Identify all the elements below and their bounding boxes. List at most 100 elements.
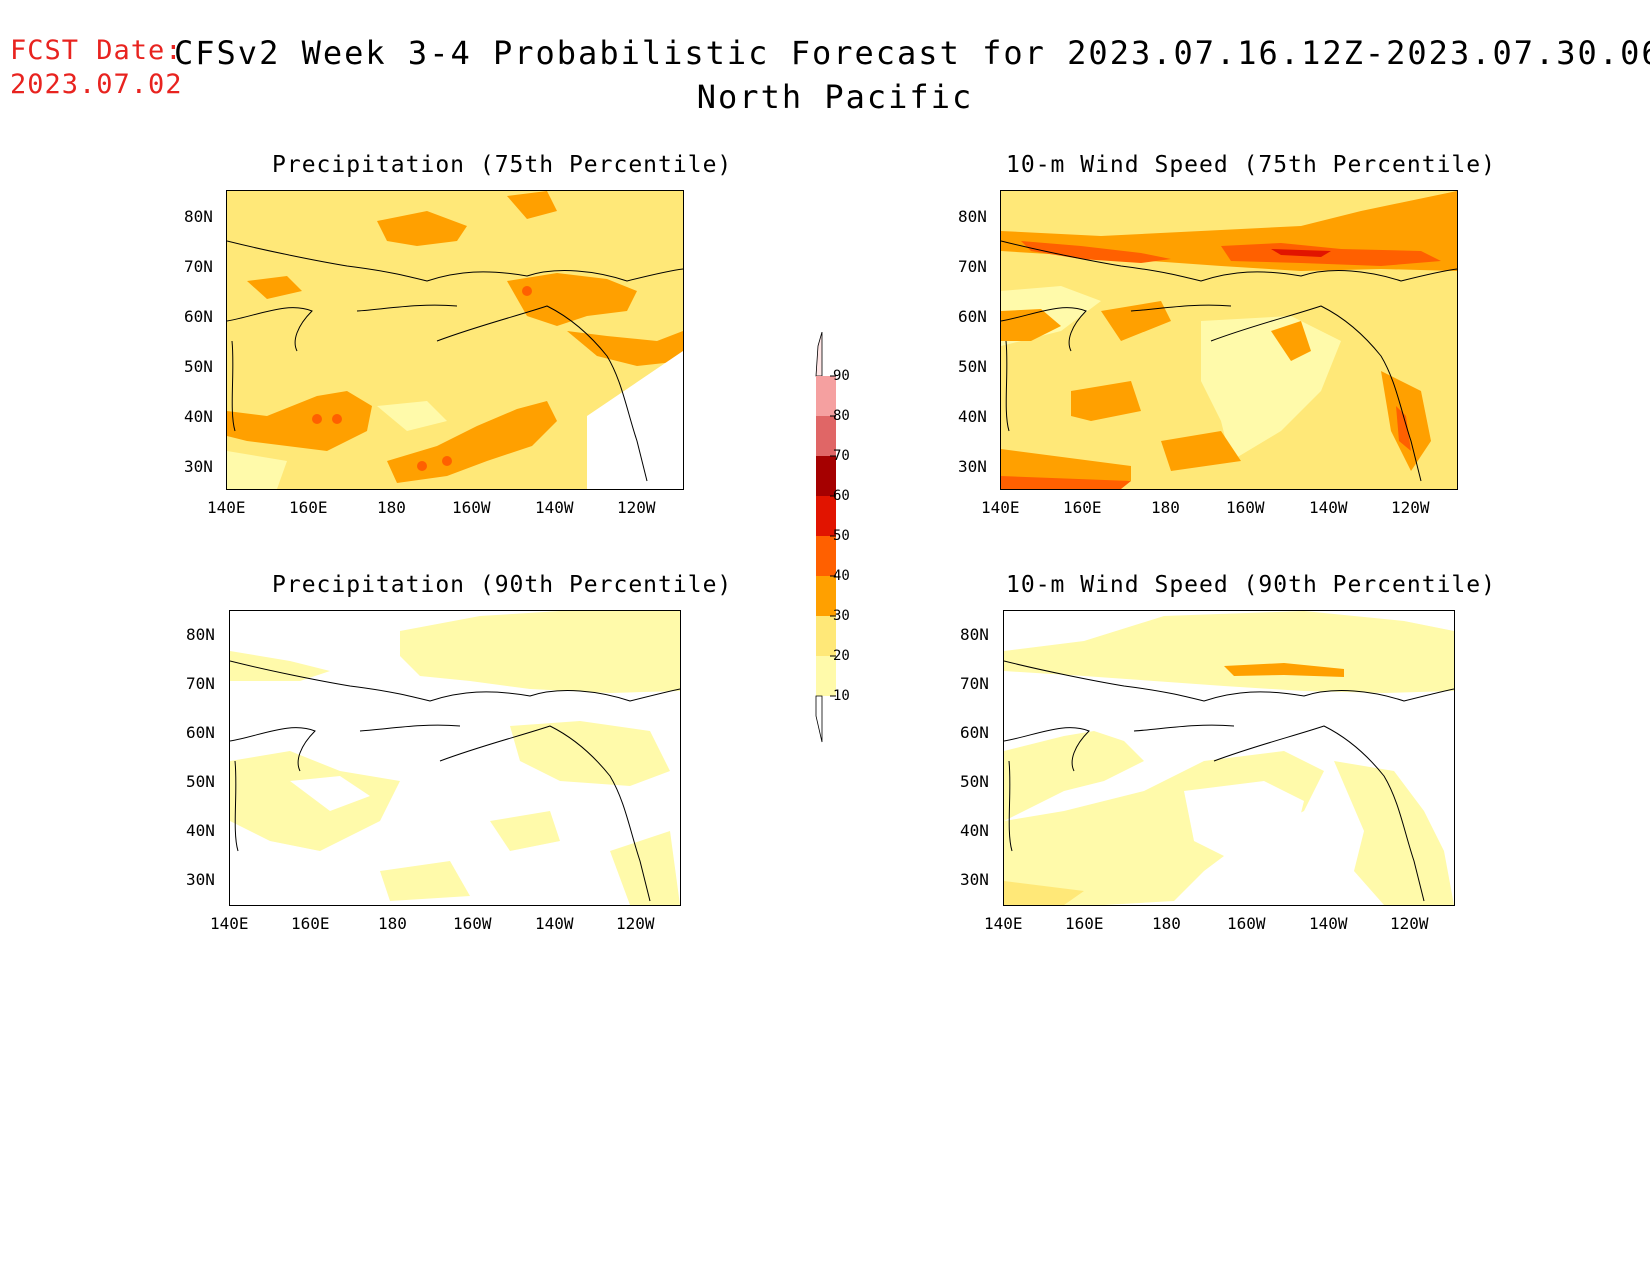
field-patch: [1101, 301, 1171, 341]
lon-label: 140W: [535, 498, 574, 517]
colorbar-label: 70: [833, 448, 850, 464]
colorbar-label: 20: [833, 648, 850, 664]
coastline: [1008, 760, 1013, 852]
lon-label: 120W: [1390, 914, 1429, 933]
lat-label: 80N: [958, 207, 987, 226]
lat-label: 70N: [958, 257, 987, 276]
panel-precip-75-title: Precipitation (75th Percentile): [272, 152, 733, 178]
fcst-date-label: FCST Date:: [10, 35, 183, 66]
colorbar-label: 90: [833, 368, 850, 384]
panel-precip-90-map: [229, 610, 681, 906]
lat-label: 80N: [186, 625, 215, 644]
lon-label: 140E: [981, 498, 1020, 517]
lat-label: 70N: [960, 674, 989, 693]
coastline: [234, 760, 239, 852]
field-patch: [522, 286, 532, 296]
lon-label: 160E: [1063, 498, 1102, 517]
panel-wind-75-title: 10-m Wind Speed (75th Percentile): [1006, 152, 1496, 178]
panel-wind-75-map: [1000, 190, 1458, 490]
lon-label: 160W: [453, 914, 492, 933]
lat-label: 60N: [184, 307, 213, 326]
field-patch: [247, 276, 302, 299]
field-patch: [332, 414, 342, 424]
lon-label: 120W: [617, 498, 656, 517]
lat-label: 30N: [186, 870, 215, 889]
precip-75-field: [227, 191, 683, 489]
field-patch: [610, 831, 680, 905]
coastline: [1004, 724, 1425, 902]
colorbar-swatch-10: [816, 656, 836, 696]
panel-precip-90-title: Precipitation (90th Percentile): [272, 572, 733, 598]
field-patch: [1334, 761, 1454, 905]
lon-label: 120W: [616, 914, 655, 933]
field-patch: [230, 751, 400, 851]
field-patch: [507, 191, 557, 219]
page-title: CFSv2 Week 3-4 Probabilistic Forecast fo…: [174, 34, 1650, 72]
coastline: [231, 340, 236, 432]
lon-label: 180: [378, 914, 407, 933]
colorbar-label: 80: [833, 408, 850, 424]
colorbar-swatch-80: [816, 376, 836, 416]
lat-label: 80N: [960, 625, 989, 644]
lat-label: 60N: [960, 723, 989, 742]
lat-label: 70N: [186, 674, 215, 693]
field-patch: [377, 211, 467, 246]
coastline: [227, 304, 648, 482]
panel-wind-90-map: [1003, 610, 1455, 906]
field-patch: [1004, 731, 1144, 821]
field-patch: [1021, 241, 1171, 263]
lon-label: 140E: [207, 498, 246, 517]
field-patch: [380, 861, 470, 901]
field-patch: [510, 721, 670, 786]
colorbar-swatch-70: [816, 416, 836, 456]
coastline: [230, 660, 680, 702]
lat-label: 80N: [184, 207, 213, 226]
lon-label: 180: [1152, 914, 1181, 933]
lat-label: 70N: [184, 257, 213, 276]
lon-label: 140W: [535, 914, 574, 933]
field-patch: [1271, 321, 1311, 361]
coastline: [1004, 660, 1454, 702]
colorbar-label: 40: [833, 568, 850, 584]
field-patch: [1161, 431, 1241, 471]
precip-90-field: [230, 611, 680, 905]
lon-label: 160E: [291, 914, 330, 933]
lat-label: 50N: [960, 772, 989, 791]
field-patch: [1004, 881, 1084, 905]
colorbar-swatch-50: [816, 496, 836, 536]
lat-label: 40N: [958, 407, 987, 426]
field-patch: [1001, 449, 1131, 481]
colorbar-bottom-cap: [815, 695, 823, 743]
field-patch: [312, 414, 322, 424]
field-patch: [1071, 381, 1141, 421]
field-patch: [1184, 781, 1304, 861]
lat-label: 40N: [960, 821, 989, 840]
colorbar-swatch-40: [816, 536, 836, 576]
field-patch: [442, 456, 452, 466]
lon-label: 160E: [289, 498, 328, 517]
colorbar-swatch-60: [816, 456, 836, 496]
lat-label: 50N: [958, 357, 987, 376]
lon-label: 160W: [1227, 914, 1266, 933]
colorbar-label: 10: [833, 688, 850, 704]
field-patch: [290, 776, 370, 811]
field-patch: [227, 391, 372, 451]
field-patch: [567, 331, 683, 366]
wind-75-field: [1001, 191, 1457, 489]
lon-label: 140W: [1309, 914, 1348, 933]
lon-label: 140W: [1309, 498, 1348, 517]
lon-label: 180: [1151, 498, 1180, 517]
coastline: [1005, 340, 1010, 432]
coastline: [230, 724, 651, 902]
lat-label: 60N: [958, 307, 987, 326]
lat-label: 30N: [958, 457, 987, 476]
lon-label: 160W: [452, 498, 491, 517]
colorbar-top-cap: [815, 332, 823, 377]
lon-label: 180: [377, 498, 406, 517]
colorbar-swatch-30: [816, 576, 836, 616]
colorbar-label: 30: [833, 608, 850, 624]
field-patch: [227, 451, 287, 489]
colorbar: [815, 332, 836, 743]
fcst-date-value: 2023.07.02: [10, 69, 183, 100]
field-patch: [400, 611, 680, 693]
